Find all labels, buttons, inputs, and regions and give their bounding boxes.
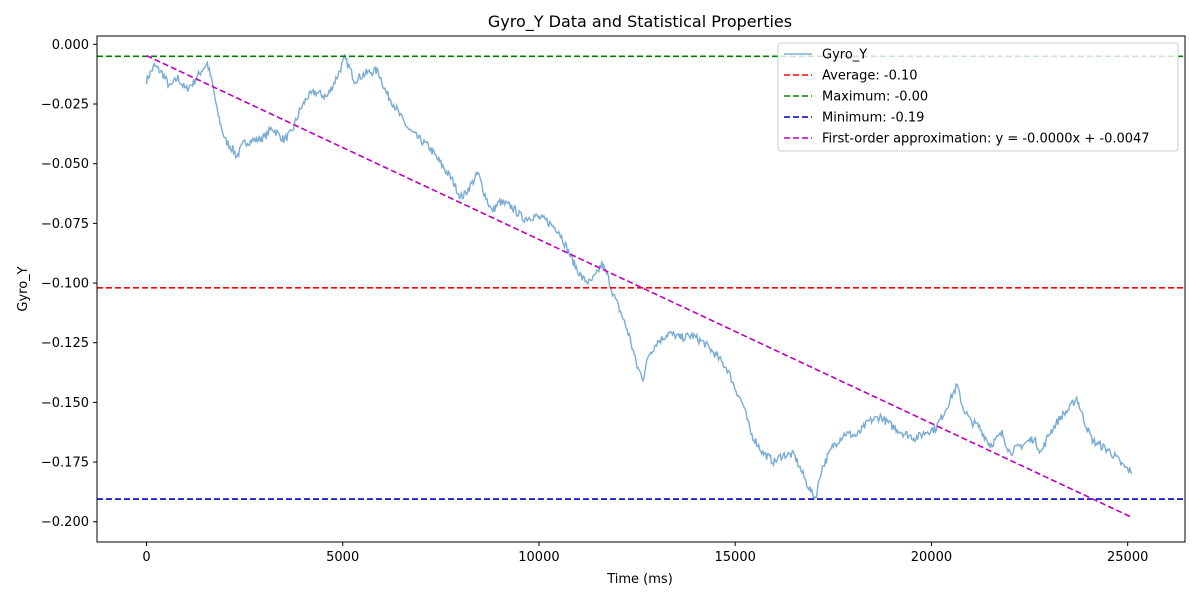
x-axis-label: Time (ms) [606,572,673,587]
legend-label: Average: -0.10 [822,69,918,84]
series-4-line [146,54,1132,518]
x-tick-label: 15000 [715,550,756,565]
y-axis: 0.000 −0.025 −0.050 −0.075 −0.100 −0.125 −0.15… [41,38,97,530]
y-tick-label: −0.150 [41,396,89,411]
legend-label: First-order approximation: y = -0.0000x … [822,132,1150,147]
y-tick-label: −0.075 [41,217,89,232]
y-tick-label: −0.125 [41,336,89,351]
legend-label: Gyro_Y [822,48,867,63]
y-axis-label: Gyro_Y [16,266,31,311]
chart-title: Gyro_Y Data and Statistical Properties [488,12,792,32]
x-tick-label: 20000 [911,550,952,565]
x-tick-label: 10000 [518,550,559,565]
x-tick-label: 0 [142,550,150,565]
y-tick-label: −0.100 [41,277,89,292]
legend-box [777,42,1179,152]
x-tick-label: 25000 [1107,550,1148,565]
y-tick-label: −0.050 [41,157,89,172]
series-0-line [145,52,1133,501]
x-axis: 0 5000 10000 15000 20000 25000 [142,542,1148,565]
y-tick-label: −0.025 [41,98,89,113]
y-tick-label: −0.175 [41,456,89,471]
y-tick-label: −0.200 [41,515,89,530]
y-tick-label: 0.000 [52,38,89,53]
legend-label: Minimum: -0.19 [822,111,924,126]
series-layer [97,52,1185,518]
legend: Gyro_Y Average: -0.10 Maximum: -0.00 Minimu… [777,42,1179,152]
plot-frame [96,35,1186,543]
legend-label: Maximum: -0.00 [822,90,928,105]
x-tick-label: 5000 [326,550,359,565]
